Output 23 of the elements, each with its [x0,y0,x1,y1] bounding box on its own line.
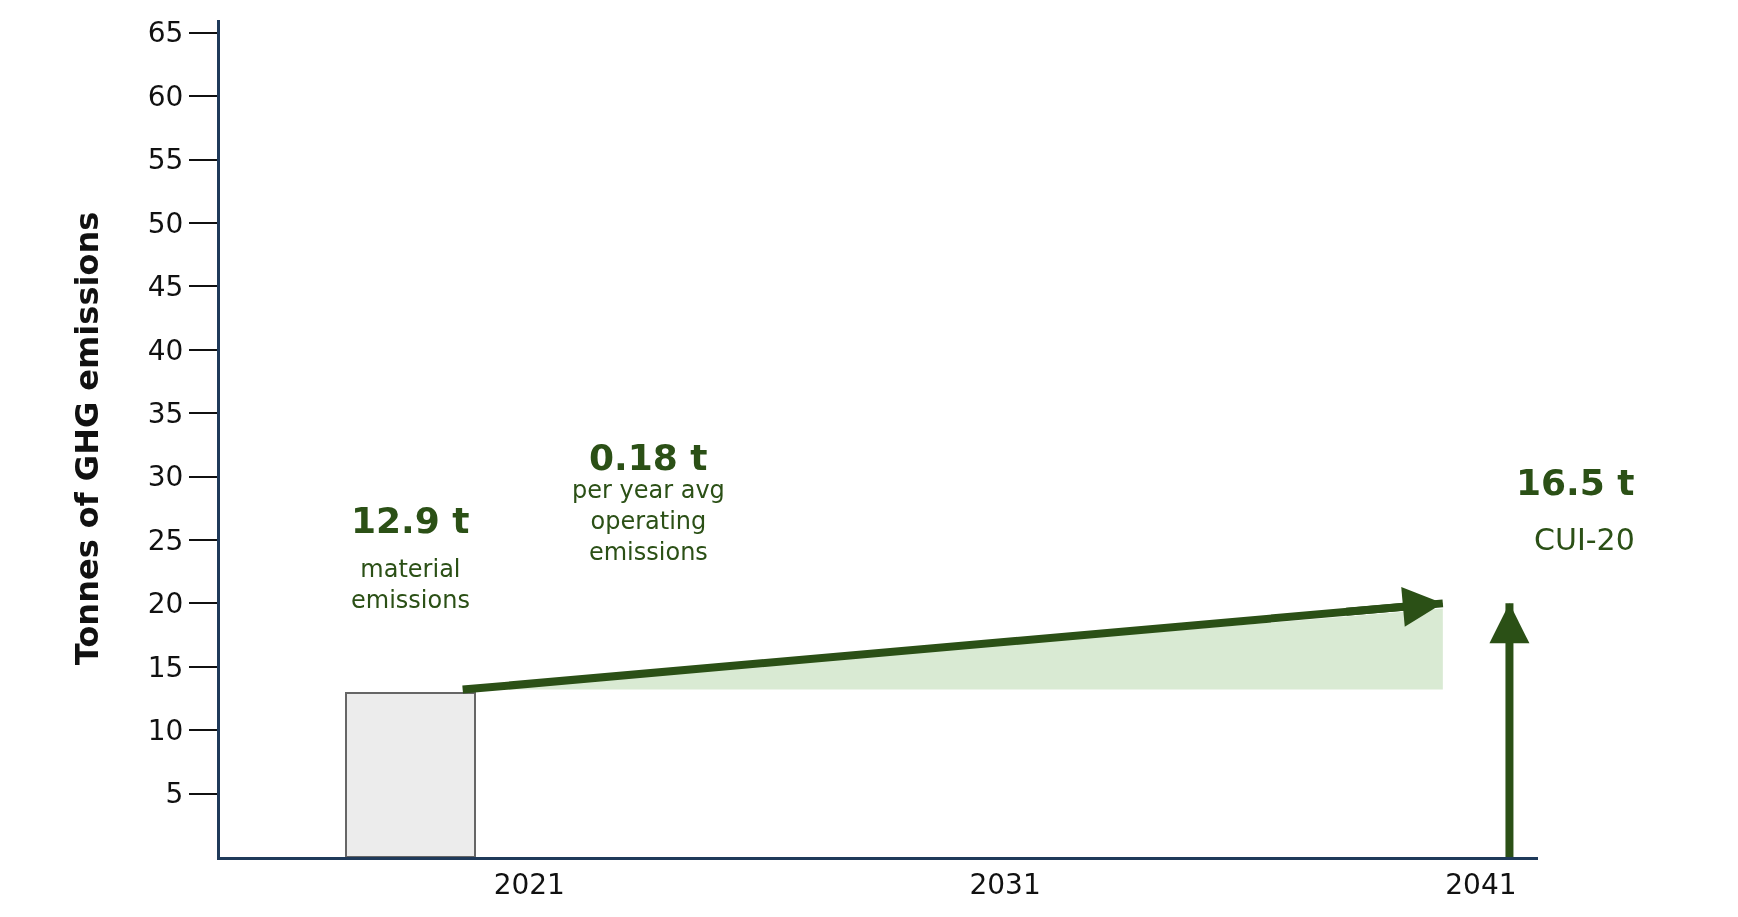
y-tick-label: 35 [147,396,184,430]
y-tick-label: 10 [147,713,184,747]
x-tick-label: 2041 [1445,867,1517,901]
y-tick-label: 30 [147,460,184,494]
y-tick-label: 25 [147,523,184,557]
y-tick-label: 15 [147,650,184,684]
x-tick-label: 2031 [969,867,1041,901]
y-tick-label: 5 [165,777,184,811]
x-tick-label: 2021 [493,867,565,901]
y-tick-label: 60 [147,79,184,113]
annotation: CUI-20 [1534,522,1635,557]
y-tick-label: 45 [147,270,184,304]
annotation: material emissions [351,555,470,615]
annotation: 12.9 t [351,500,470,541]
annotation: per year avg operating emissions [572,476,725,567]
y-tick-label: 40 [147,333,184,367]
annotation: 0.18 t [589,437,708,478]
annotation: 16.5 t [1516,462,1635,503]
y-tick-label: 65 [147,16,184,50]
y-tick-label: 50 [147,206,184,240]
y-axis-title: Tonnes of GHG emissions [68,211,107,666]
y-tick-label: 55 [147,143,184,177]
y-tick-label: 20 [147,587,184,621]
